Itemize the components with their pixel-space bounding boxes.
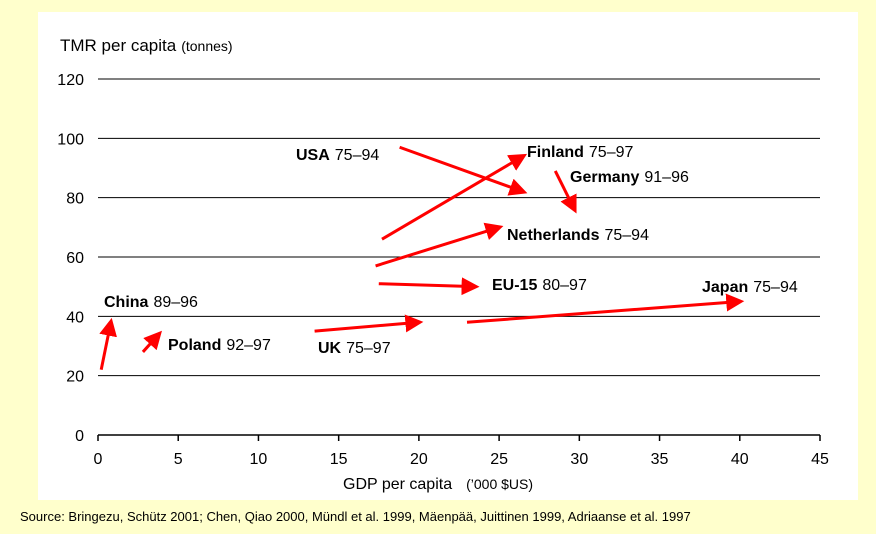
series-period: 75–94	[604, 227, 649, 244]
arrow-japan	[466, 293, 745, 324]
y-tick-label: 60	[66, 250, 84, 267]
series-name: USA	[296, 147, 330, 164]
series-label-netherlands: Netherlands 75–94	[507, 227, 649, 244]
arrow-eu-15	[378, 277, 480, 296]
x-tick-label: 10	[250, 451, 268, 468]
series-name: Germany	[570, 169, 639, 186]
series-label-poland: Poland 92–97	[168, 337, 271, 354]
y-tick-label: 100	[57, 131, 84, 148]
series-label-finland: Finland 75–97	[527, 144, 633, 161]
y-tick-label: 20	[66, 369, 84, 386]
x-tick-label: 5	[174, 451, 183, 468]
series-period: 80–97	[542, 277, 587, 294]
series-period: 75–94	[753, 279, 798, 296]
series-name: Netherlands	[507, 227, 600, 244]
series-name: Finland	[527, 144, 584, 161]
series-name: Poland	[168, 337, 221, 354]
arrow-poland	[141, 330, 162, 353]
x-tick-label: 30	[570, 451, 588, 468]
x-tick-label: 15	[330, 451, 348, 468]
series-period: 89–96	[153, 294, 198, 311]
series-label-china: China 89–96	[104, 294, 198, 311]
series-label-germany: Germany 91–96	[570, 169, 689, 186]
series-name: Japan	[702, 279, 748, 296]
y-tick-label: 80	[66, 191, 84, 208]
arrow-germany	[553, 170, 577, 214]
y-tick-label: 120	[57, 72, 84, 89]
x-tick-label: 20	[410, 451, 428, 468]
y-tick-label: 0	[75, 428, 84, 445]
series-period: 91–96	[644, 169, 689, 186]
x-tick-label: 0	[94, 451, 103, 468]
series-name: China	[104, 294, 149, 311]
x-axis-title: GDP per capita (’000 $US)	[343, 476, 533, 493]
series-period: 75–97	[589, 144, 634, 161]
arrow-uk	[314, 314, 424, 333]
y-tick-label: 40	[66, 309, 84, 326]
series-name: EU-15	[492, 277, 537, 294]
series-label-japan: Japan 75–94	[702, 279, 798, 296]
series-name: UK	[318, 340, 342, 357]
series-period: 75–94	[335, 147, 380, 164]
arrow-usa	[399, 145, 528, 196]
series-label-eu-15: EU-15 80–97	[492, 277, 587, 294]
arrow-finland	[381, 153, 528, 241]
y-axis-title: TMR per capita (tonnes)	[60, 36, 233, 55]
arrow-netherlands	[375, 222, 504, 268]
source-note: Source: Bringezu, Schütz 2001; Chen, Qia…	[20, 509, 691, 524]
series-period: 92–97	[226, 337, 271, 354]
series-label-uk: UK 75–97	[318, 340, 391, 357]
x-tick-label: 40	[731, 451, 749, 468]
series-period: 75–97	[346, 340, 391, 357]
x-tick-label: 45	[811, 451, 829, 468]
series-label-usa: USA 75–94	[296, 147, 379, 164]
arrow-china	[99, 317, 117, 371]
x-tick-label: 35	[651, 451, 669, 468]
plot-background	[38, 12, 858, 500]
x-tick-label: 25	[490, 451, 508, 468]
